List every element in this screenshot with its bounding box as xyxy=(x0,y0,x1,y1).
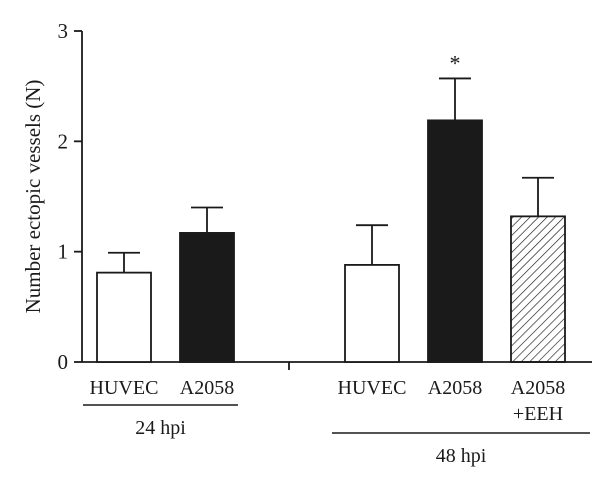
axes: 0 1 2 3 Number ectopic vessels (N) xyxy=(21,19,592,374)
y-axis-title: Number ectopic vessels (N) xyxy=(21,80,45,314)
category-label: A2058 xyxy=(511,377,565,399)
category-label: +EEH xyxy=(513,403,563,425)
labels: HUVEC A2058 HUVEC A2058 A2058 +EEH 24 hpi 48 hp… xyxy=(83,377,590,467)
significance-marker: * xyxy=(450,50,461,75)
bar xyxy=(96,271,152,363)
bars: * xyxy=(96,50,566,363)
bar xyxy=(510,215,566,363)
y-tick-label: 1 xyxy=(58,240,69,264)
category-label: A2058 xyxy=(428,377,482,399)
category-label: HUVEC xyxy=(338,377,407,399)
group-label: 48 hpi xyxy=(436,445,487,467)
category-label: HUVEC xyxy=(90,377,159,399)
bar xyxy=(179,232,235,363)
y-tick-label: 3 xyxy=(58,19,69,43)
y-tick-label: 2 xyxy=(58,129,69,153)
y-tick-label: 0 xyxy=(58,350,69,374)
bar xyxy=(344,264,400,363)
bar xyxy=(427,119,483,363)
group-label: 24 hpi xyxy=(135,417,186,439)
category-label: A2058 xyxy=(180,377,234,399)
